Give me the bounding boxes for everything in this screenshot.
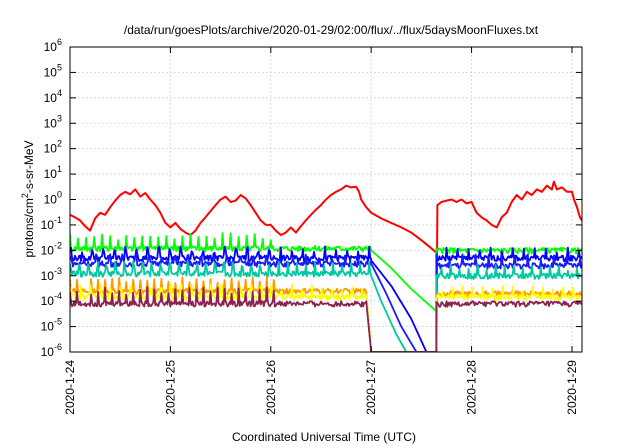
x-tick-label: 2020-1-26 <box>264 360 278 415</box>
y-tick-label: 101 <box>44 164 62 181</box>
y-axis-label-sup: 2 <box>20 193 30 198</box>
series-layer <box>70 180 582 352</box>
y-tick-label: 10-4 <box>41 291 62 308</box>
y-tick-label: 10-2 <box>41 240 62 257</box>
series-line-0 <box>70 180 582 352</box>
x-tick-label: 2020-1-28 <box>465 360 479 415</box>
x-tick-label: 2020-1-27 <box>364 360 378 415</box>
x-tick-label: 2020-1-25 <box>163 360 177 415</box>
series-line-2 <box>70 245 582 352</box>
x-tick-label: 2020-1-24 <box>63 360 77 415</box>
y-tick-label: 103 <box>44 113 62 130</box>
y-tick-label: 104 <box>44 88 62 105</box>
series-line-1 <box>70 232 582 352</box>
grid <box>69 47 582 352</box>
y-tick-label: 10-3 <box>41 266 62 283</box>
y-tick-label: 10-1 <box>41 215 62 232</box>
x-axis: 2020-1-24 2020-1-25 2020-1-26 2020-1-27 2020… <box>63 47 579 415</box>
y-tick-label: 105 <box>44 62 62 79</box>
y-tick-label: 10-6 <box>41 342 62 359</box>
series-line-4 <box>70 260 582 352</box>
y-tick-label: 10-5 <box>41 317 62 334</box>
y-axis-label: protons/cm2-s-sr-MeV <box>20 140 36 257</box>
chart-title: /data/run/goesPlots/archive/2020-01-29/0… <box>124 23 539 37</box>
series-line-7 <box>70 286 582 352</box>
x-tick-label: 2020-1-29 <box>565 360 579 415</box>
y-axis-label-post: -s-sr-MeV <box>22 140 36 193</box>
series-line-6 <box>70 283 582 352</box>
y-tick-label: 106 <box>44 37 62 54</box>
y-axis-label-pre: protons/cm <box>22 198 36 257</box>
x-axis-label: Coordinated Universal Time (UTC) <box>232 430 416 444</box>
y-axis: 10-6 10-5 10-4 10-3 10-2 10-1 100 101 102 103 104 1… <box>41 37 582 359</box>
y-tick-label: 100 <box>44 190 62 207</box>
y-tick-label: 102 <box>44 139 62 156</box>
